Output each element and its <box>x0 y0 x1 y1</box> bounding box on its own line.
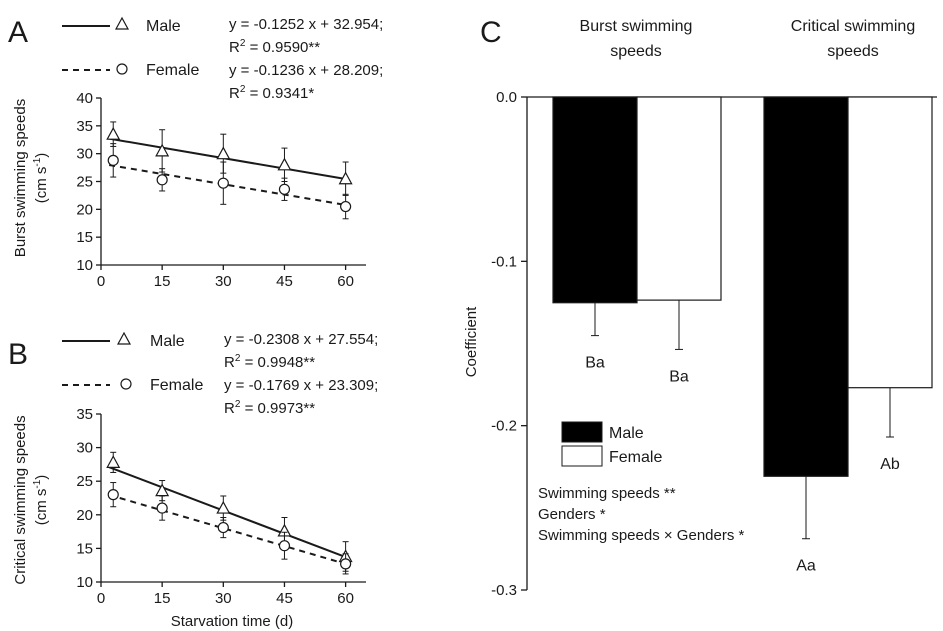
y-tick-label: -0.3 <box>491 582 517 599</box>
x-tick-label: 15 <box>154 590 171 607</box>
y-tick-label: 10 <box>76 257 93 274</box>
x-tick-label: 0 <box>97 273 105 290</box>
annotation-genders: Genders * <box>538 506 606 523</box>
data-point-male <box>277 157 292 171</box>
legend-c-male-label: Male <box>609 425 644 442</box>
data-point-female <box>217 521 229 534</box>
data-point-female <box>107 489 119 501</box>
data-point-female <box>278 183 291 195</box>
y-tick-label: -0.1 <box>491 253 517 270</box>
legend-c-female-label: Female <box>609 449 662 466</box>
x-tick-label: 60 <box>337 273 354 290</box>
category-label-critical-line2: speeds <box>827 43 879 60</box>
legend-b-female-label: Female <box>150 377 203 394</box>
eq-a-female: y = -0.1236 x + 28.209; <box>229 62 383 79</box>
ylabel-b-line2: (cm s-1) <box>32 475 50 526</box>
y-tick-label: 25 <box>76 473 93 490</box>
x-tick-label: 45 <box>276 590 293 607</box>
x-tick-label: 15 <box>154 273 171 290</box>
data-point-female <box>107 154 119 166</box>
data-point-female <box>340 200 352 213</box>
x-tick-label: 60 <box>337 590 354 607</box>
r2-b-male: R2 = 0.9948** <box>224 353 315 371</box>
y-tick-label: 40 <box>76 90 93 107</box>
data-point-female <box>217 177 229 189</box>
annotation-speeds: Swimming speeds ** <box>538 485 676 502</box>
y-tick-label: 25 <box>76 174 93 191</box>
legend-c: Male Female <box>561 421 662 467</box>
x-tick-label: 30 <box>215 590 232 607</box>
data-point-male <box>338 171 353 185</box>
ylabel-b-line1: Critical swimming speeds <box>12 415 29 584</box>
bar-male <box>763 96 849 477</box>
fit-line-female <box>108 164 346 206</box>
data-point-female <box>340 558 352 570</box>
category-label-burst-line2: speeds <box>610 43 662 60</box>
significance-label: Ba <box>669 368 689 385</box>
x-tick-label: 45 <box>276 273 293 290</box>
eq-b-female: y = -0.1769 x + 23.309; <box>224 377 378 394</box>
r2-a-female: R2 = 0.9341* <box>229 84 314 102</box>
legend-a-male-label: Male <box>146 18 181 35</box>
y-tick-label: 35 <box>76 406 93 423</box>
data-point-male <box>155 143 170 157</box>
bar-female <box>847 96 933 389</box>
data-point-male <box>216 146 231 160</box>
x-tick-label: 0 <box>97 590 105 607</box>
y-tick-label: 20 <box>76 201 93 218</box>
y-tick-label: 10 <box>76 574 93 591</box>
data-point-male <box>216 500 231 514</box>
r2-a-male: R2 = 0.9590** <box>229 38 320 56</box>
panel-letter-c: C <box>480 16 502 49</box>
triangle-marker-icon <box>114 16 130 30</box>
plot-a: 10 15 20 25 30 35 40 0 15 30 45 60 <box>76 90 366 290</box>
legend-b-male-label: Male <box>150 333 185 350</box>
category-label-burst-line1: Burst swimming <box>580 18 693 35</box>
ylabel-a-line2: (cm s-1) <box>32 153 50 204</box>
data-point-female <box>156 174 168 186</box>
circle-marker-icon <box>120 378 132 390</box>
data-point-male <box>106 455 121 468</box>
significance-label: Ba <box>585 355 605 372</box>
y-tick-label: 15 <box>76 540 93 557</box>
eq-a-male: y = -0.1252 x + 32.954; <box>229 16 383 33</box>
data-point-female <box>156 502 168 514</box>
circle-marker-icon <box>116 63 128 75</box>
y-tick-label: 30 <box>76 146 93 163</box>
plot-c: 0.0 -0.1 -0.2 -0.3 Ba Aa Ba Ab <box>491 89 937 599</box>
y-tick-label: -0.2 <box>491 418 517 435</box>
panel-letter-b: B <box>8 338 28 371</box>
ylabel-c: Coefficient <box>463 306 480 377</box>
data-point-male <box>106 126 121 140</box>
data-point-female <box>278 540 291 552</box>
legend-a-female-label: Female <box>146 62 199 79</box>
panel-letter-a: A <box>8 16 28 49</box>
y-tick-label: 0.0 <box>496 89 517 106</box>
significance-label: Aa <box>796 558 816 575</box>
y-tick-label: 15 <box>76 229 93 246</box>
plot-b: 10 15 20 25 30 35 0 15 30 45 60 <box>76 406 366 607</box>
xlabel-b: Starvation time (d) <box>171 613 294 630</box>
legend-c-male-swatch <box>561 421 603 443</box>
y-tick-label: 30 <box>76 440 93 457</box>
bar-male <box>552 96 638 304</box>
eq-b-male: y = -0.2308 x + 27.554; <box>224 331 378 348</box>
y-tick-label: 35 <box>76 118 93 135</box>
annotation-interaction: Swimming speeds × Genders * <box>538 527 745 544</box>
r2-b-female: R2 = 0.9973** <box>224 399 315 417</box>
legend-b: Male Female <box>62 331 203 394</box>
y-tick-label: 20 <box>76 507 93 524</box>
x-tick-label: 30 <box>215 273 232 290</box>
bar-female <box>636 96 722 301</box>
category-label-critical-line1: Critical swimming <box>791 18 915 35</box>
legend-a: Male Female <box>62 16 199 79</box>
significance-label: Ab <box>880 456 900 473</box>
triangle-marker-icon <box>116 331 132 345</box>
legend-c-female-swatch <box>561 445 603 467</box>
ylabel-a-line1: Burst swimming speeds <box>12 99 29 257</box>
